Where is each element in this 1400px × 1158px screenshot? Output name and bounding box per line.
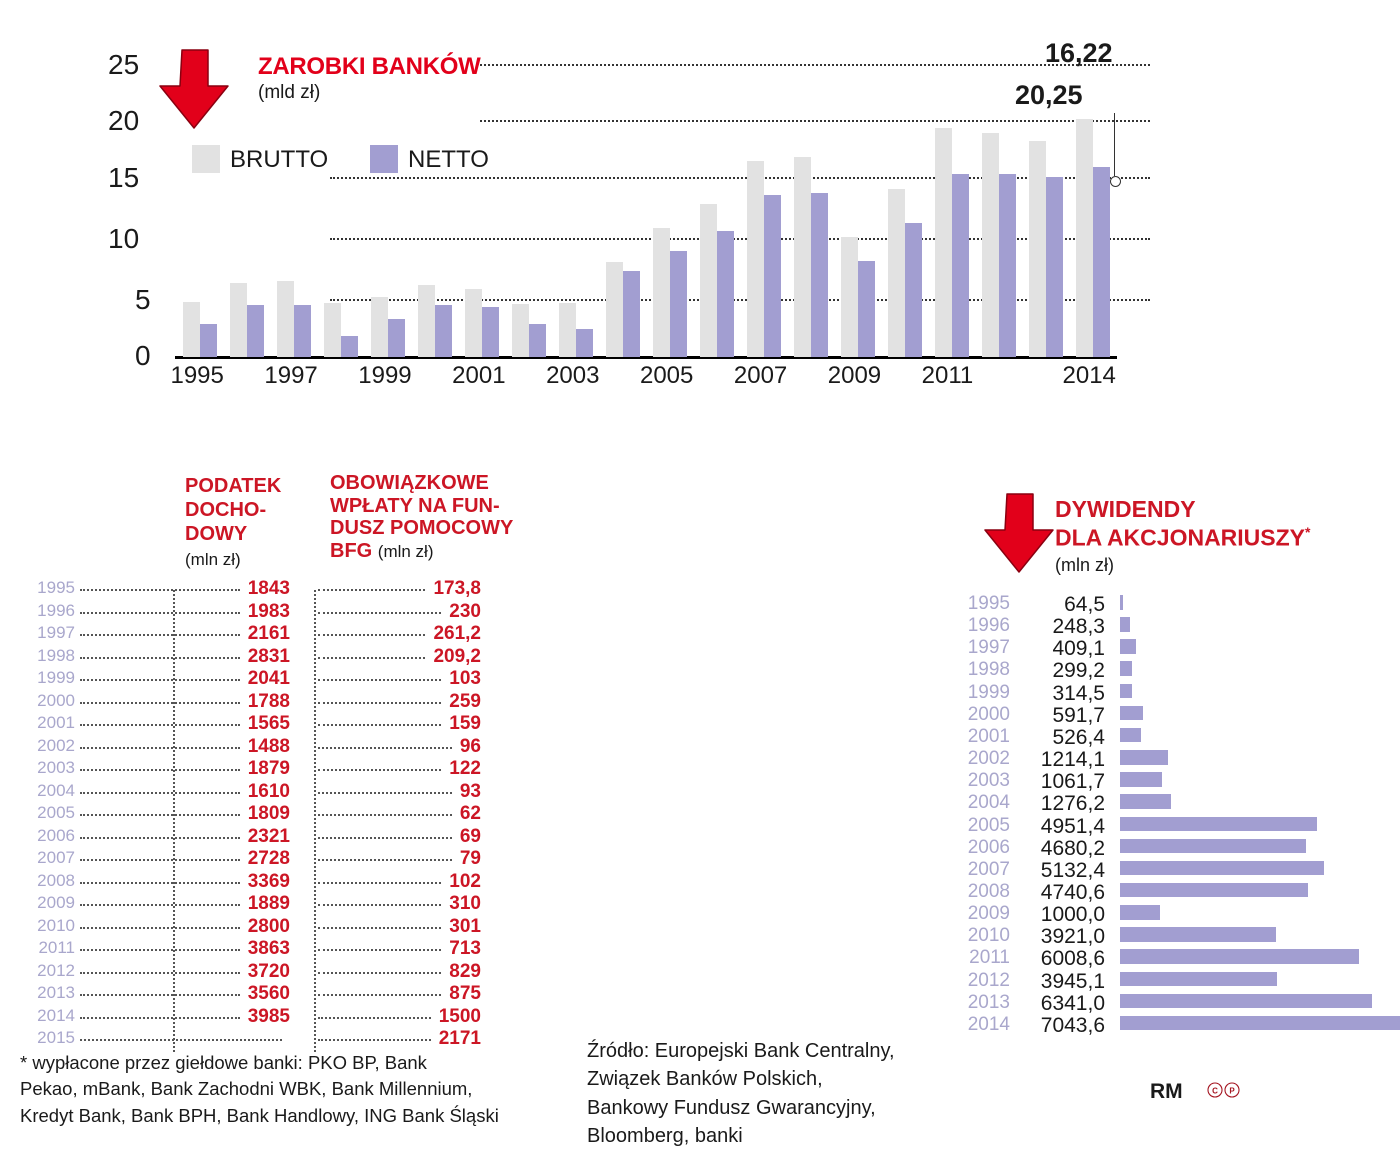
svg-text:C: C (1212, 1087, 1218, 1096)
svg-text:P: P (1229, 1087, 1235, 1096)
